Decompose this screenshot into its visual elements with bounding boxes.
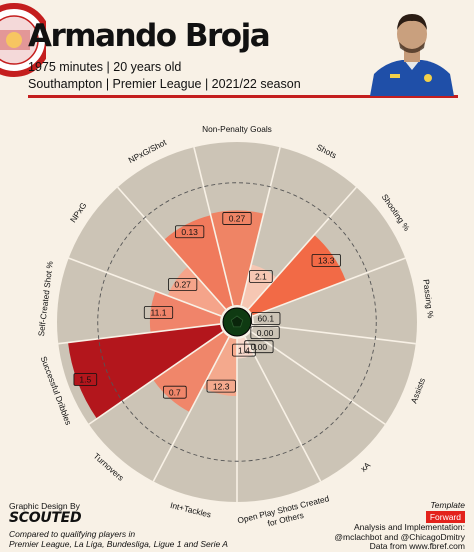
value-label-box xyxy=(222,212,252,225)
category-label: Non-Penalty Goals xyxy=(202,124,272,134)
radar-bar xyxy=(248,234,346,316)
value-label-text: 60.1 xyxy=(258,314,275,324)
template-label: Template xyxy=(430,500,465,510)
value-label: 0.27 xyxy=(168,278,198,291)
player-minutes-age: 1975 minutes | 20 years old xyxy=(28,60,182,74)
analysis-credit-line3: Data from www.fbref.com xyxy=(369,541,465,551)
radar-spoke xyxy=(58,323,221,345)
radar-spoke xyxy=(244,336,322,482)
value-label-box xyxy=(168,278,198,291)
header-divider xyxy=(28,95,458,98)
value-label: 1.5 xyxy=(73,373,98,386)
radar-spoke xyxy=(253,323,416,345)
value-label-text: 11.1 xyxy=(151,308,167,318)
value-label-box xyxy=(311,254,341,267)
value-label: 0.7 xyxy=(163,385,187,399)
value-label-box xyxy=(244,340,274,354)
value-label: 60.1 xyxy=(251,312,281,325)
southampton-crest-icon xyxy=(0,3,46,77)
value-label-text: 12.3 xyxy=(213,381,230,391)
value-label-text: 0.00 xyxy=(251,342,268,352)
value-label-box xyxy=(175,225,205,239)
radar-spoke xyxy=(193,147,234,306)
radar-bar xyxy=(153,331,230,413)
category-label: Self-Created Shot % xyxy=(36,260,55,337)
radar-bar xyxy=(167,266,226,316)
analysis-credit: Analysis and Implementation: @mclachbot … xyxy=(334,522,465,552)
radar-spoke xyxy=(88,330,224,425)
radar-bar xyxy=(210,210,264,306)
category-label: Assists xyxy=(409,377,428,405)
value-label: 11.1 xyxy=(143,306,174,319)
category-label: Passing % xyxy=(421,279,436,320)
value-label: 0.13 xyxy=(175,225,205,239)
radar-spoke xyxy=(152,336,230,482)
radar-bar xyxy=(202,337,237,397)
value-label: 0.00 xyxy=(250,326,280,340)
value-label-box xyxy=(251,312,281,325)
radar-spoke xyxy=(240,147,281,306)
value-label: 1.4 xyxy=(232,343,256,357)
value-label: 12.3 xyxy=(206,379,236,393)
value-label-box xyxy=(250,326,280,340)
reference-ring xyxy=(97,182,377,462)
radar-spoke xyxy=(117,186,227,310)
value-label-box xyxy=(249,270,273,283)
radar-spoke xyxy=(247,186,357,310)
center-ball-pattern xyxy=(230,315,244,328)
comparison-note-line2: Premier League, La Liga, Bundesliga, Lig… xyxy=(9,538,228,549)
value-label-text: 1.4 xyxy=(238,345,250,355)
radar-bar xyxy=(149,291,222,333)
category-label: Int+Tackles xyxy=(169,500,212,520)
category-label: Shots xyxy=(315,142,338,161)
category-label: NPxG xyxy=(68,200,89,224)
value-label-box xyxy=(163,385,187,399)
value-label-box xyxy=(143,306,174,319)
value-label-text: 0.00 xyxy=(257,328,274,338)
radar-bar xyxy=(237,337,254,359)
value-label-box xyxy=(73,373,98,386)
comparison-note-line1: Compared to qualifying players in xyxy=(9,529,136,539)
value-label-text: 0.27 xyxy=(174,280,191,290)
player-club-league-season: Southampton | Premier League | 2021/22 s… xyxy=(28,77,301,91)
radar-bar xyxy=(241,264,277,310)
position-badge: Forward xyxy=(425,511,465,523)
design-credit-label: Graphic Design By xyxy=(9,501,80,511)
value-label-text: 13.3 xyxy=(318,256,335,266)
radar-spoke xyxy=(252,257,406,317)
value-label: 0.27 xyxy=(222,212,252,225)
player-name: Armando Broja xyxy=(28,18,271,54)
value-label-text: 0.27 xyxy=(229,214,246,224)
value-label-box xyxy=(206,379,236,393)
value-label: 13.3 xyxy=(311,254,341,267)
player-photo-icon xyxy=(370,14,454,96)
value-label-box xyxy=(232,343,256,357)
radar-spoke xyxy=(68,257,222,317)
analysis-credit-line1: Analysis and Implementation: xyxy=(353,522,465,532)
value-label-text: 1.5 xyxy=(79,375,91,385)
scouted-logo: SCOUTED xyxy=(9,510,82,526)
value-label: 0.00 xyxy=(244,340,274,354)
value-label-text: 0.13 xyxy=(181,227,198,237)
analysis-credit-line2: @mclachbot and @ChicagoDmitry xyxy=(334,531,465,542)
radar-bar xyxy=(68,324,224,419)
value-label-text: 2.1 xyxy=(255,272,267,282)
value-label: 2.1 xyxy=(249,270,273,283)
comparison-note: Compared to qualifying players in Premie… xyxy=(9,529,228,549)
category-label: xA xyxy=(358,460,372,474)
value-label-text: 0.7 xyxy=(169,387,181,397)
